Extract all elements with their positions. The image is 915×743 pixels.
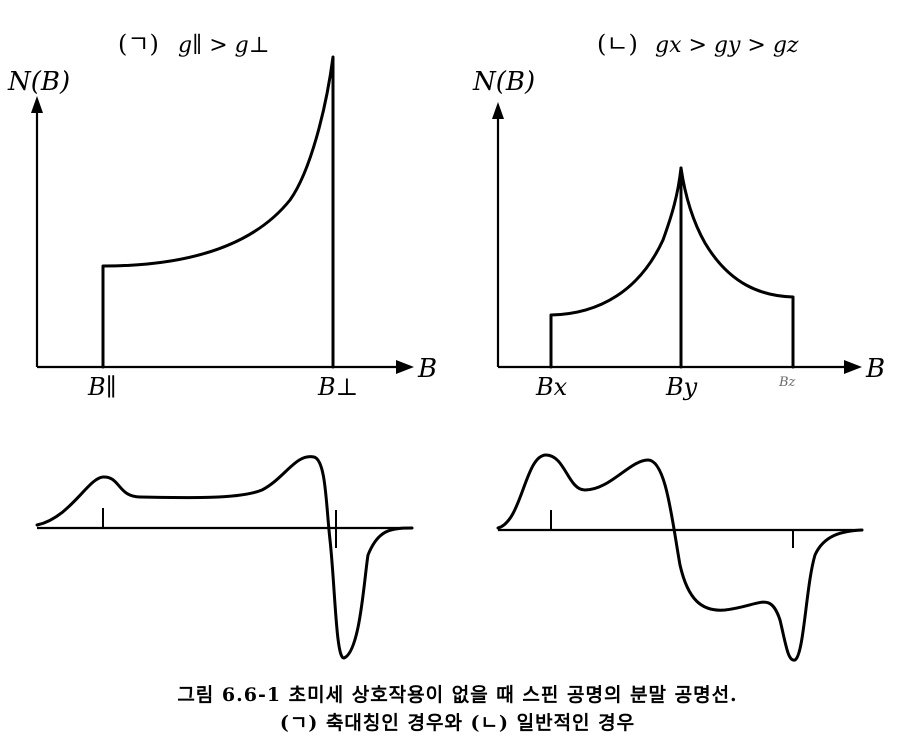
figure-caption-line2: (ㄱ) 축대칭인 경우와 (ㄴ) 일반적인 경우 [279, 712, 636, 734]
figure-caption-line1: 그림 6.6-1 초미세 상호작용이 없을 때 스핀 공명의 분말 공명선. [177, 684, 738, 706]
panel-axial-prefix: (ㄱ) [118, 30, 159, 58]
x-axis-label-left: B [417, 354, 437, 384]
tick-label-bx: Bx [535, 373, 568, 401]
y-axis-label-right: N(B) [472, 67, 535, 97]
y-axis-arrow-left [31, 96, 43, 113]
panel-axial: (ㄱ) g∥ > g⊥ N(B) B B∥ B⊥ [7, 30, 437, 660]
y-axis-label-left: N(B) [7, 67, 70, 97]
absorption-curve-rhombic [549, 166, 795, 369]
tick-label-bz: Bz [778, 375, 796, 390]
y-axis-arrow-right [492, 102, 504, 119]
tick-label-by: By [665, 373, 698, 401]
tick-label-b-perpendicular: B⊥ [317, 373, 358, 401]
tick-label-b-parallel: B∥ [87, 373, 117, 401]
x-axis-arrow-right [844, 360, 862, 374]
panel-axial-title: g∥ > g⊥ [178, 33, 269, 58]
absorption-curve-axial [101, 55, 335, 369]
derivative-curve-axial [35, 455, 414, 660]
x-axis-arrow-left [396, 360, 414, 374]
panel-rhombic-title: gx > gy > gz [655, 33, 799, 58]
derivative-curve-rhombic [496, 453, 864, 662]
panel-rhombic: (ㄴ) gx > gy > gz N(B) B Bx By Bz [472, 30, 885, 662]
panel-rhombic-prefix: (ㄴ) [597, 30, 638, 58]
x-axis-label-right: B [865, 354, 885, 384]
